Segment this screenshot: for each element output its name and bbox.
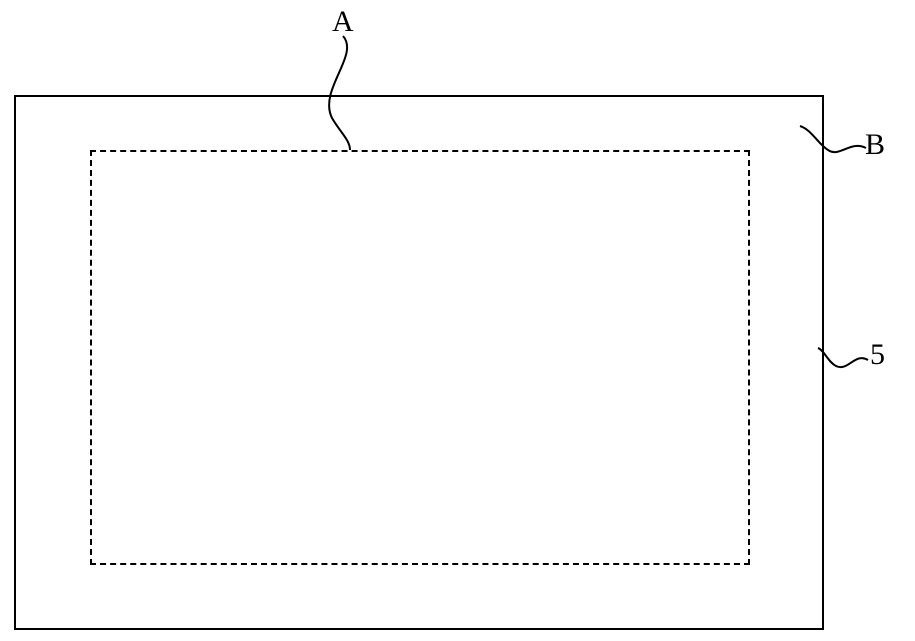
diagram-canvas: A B 5 (0, 0, 915, 641)
label-5: 5 (870, 338, 885, 372)
label-B: B (865, 128, 885, 162)
label-A: A (332, 5, 354, 39)
leader-line-5 (0, 0, 915, 641)
leader-path-5 (818, 348, 868, 367)
